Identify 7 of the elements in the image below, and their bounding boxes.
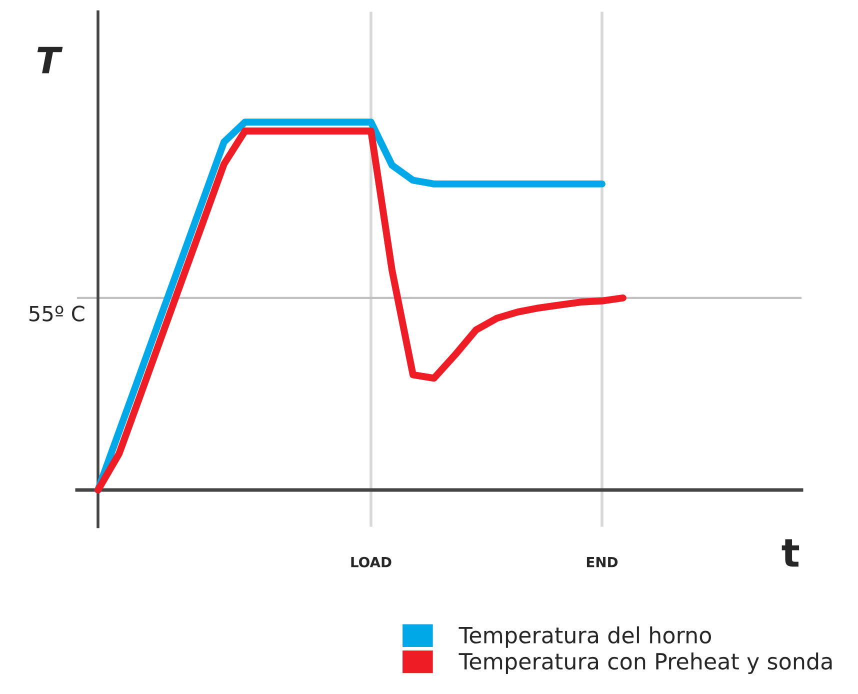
ref-line-label: 55º C	[30, 306, 84, 322]
x-axis-title: t	[782, 539, 800, 567]
y-axis-title: T	[37, 46, 63, 74]
x-tick-label: END	[586, 557, 618, 568]
x-tick-label: LOAD	[351, 556, 392, 568]
legend-label: Temperatura del horno	[458, 626, 711, 648]
legend-label: Temperatura con Preheat y sonda	[458, 652, 832, 674]
